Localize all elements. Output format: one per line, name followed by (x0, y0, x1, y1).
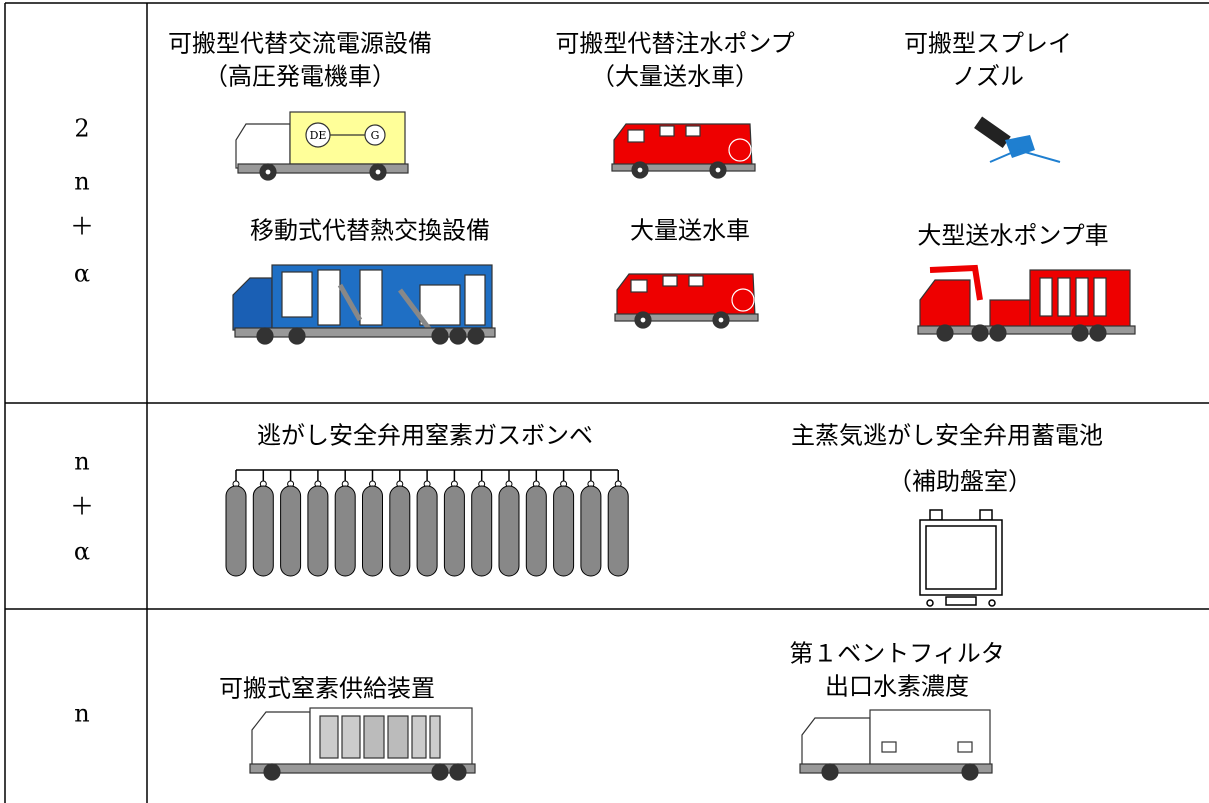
row-label: α (74, 260, 90, 288)
row-label: n (74, 448, 89, 476)
row-label: ＋ (70, 493, 94, 521)
battery-icon (919, 509, 1003, 607)
item-label: 可搬型スプレイ (904, 30, 1072, 58)
cylinder (471, 485, 493, 577)
cylinder (252, 485, 274, 577)
generator-mark: G (371, 129, 380, 142)
fire-truck-icon (614, 273, 759, 329)
item-label: 大量送水車 (630, 217, 750, 245)
nitrogen-truck-icon (249, 707, 476, 781)
generator-truck-icon (235, 111, 409, 181)
fire-truck-icon (611, 123, 756, 179)
item-label: 移動式代替熱交換設備 (250, 217, 490, 245)
nozzle-icon (974, 116, 1061, 163)
item-label: 主蒸気逃がし安全弁用蓄電池 (791, 422, 1103, 450)
item-label: （補助盤室） (888, 468, 1032, 496)
item-label: 逃がし安全弁用窒素ガスボンベ (257, 422, 593, 450)
item-label: （高圧発電機車） (204, 63, 396, 91)
cylinder (416, 485, 438, 577)
item-label: 出口水素濃度 (825, 673, 969, 701)
table-grid (4, 2, 1209, 803)
row-label: n (74, 700, 89, 728)
row-label: 2 (74, 115, 89, 143)
gas-cylinders-icon (225, 469, 629, 577)
cylinder (580, 485, 602, 577)
item-label: ノズル (952, 63, 1024, 91)
cylinder (362, 485, 383, 577)
item-label: 大型送水ポンプ車 (917, 222, 1108, 250)
cylinder (498, 485, 520, 577)
cylinder (280, 485, 302, 577)
heat-exchanger-truck-icon (232, 264, 496, 345)
cylinder (334, 485, 356, 577)
pump-truck-icon (917, 264, 1136, 342)
generator-mark: DE (310, 129, 327, 142)
item-label: 可搬型代替注水ポンプ (555, 30, 794, 58)
cylinder (307, 485, 329, 577)
cylinder (553, 485, 575, 577)
row-label: ＋ (70, 213, 94, 241)
monitor-truck-icon (799, 709, 993, 781)
cylinder (607, 485, 629, 577)
row-label: α (74, 538, 90, 566)
cylinder (225, 485, 247, 577)
item-label: 可搬型代替交流電源設備 (168, 30, 432, 58)
item-label: 可搬式窒素供給装置 (219, 675, 435, 703)
item-label: （大量送水車） (591, 63, 759, 91)
cylinder (443, 485, 465, 577)
row-label: n (74, 168, 89, 196)
cylinder (389, 485, 411, 577)
item-label: 第１ベントフィルタ (789, 640, 1005, 668)
cylinder (525, 485, 547, 577)
